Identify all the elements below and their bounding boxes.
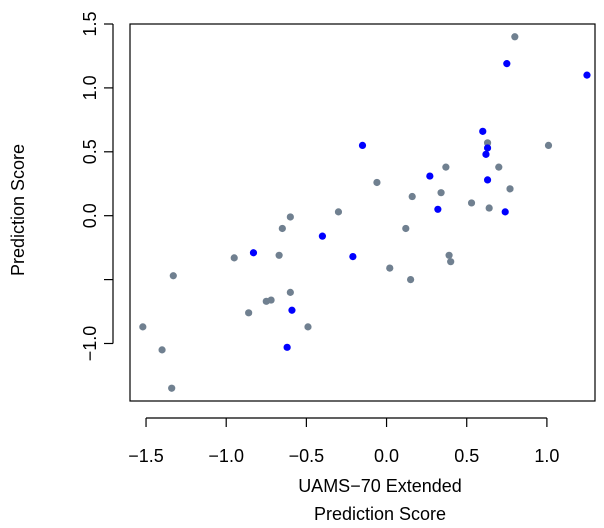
blue-point [482,150,490,158]
grey-point [286,288,294,296]
y-tick-label: 1.0 [80,75,100,100]
grey-point [442,163,450,171]
grey-point [245,309,253,317]
x-axis: −1.5 −1.0 −0.5 0.0 0.5 1.0 [128,417,559,466]
grey-point [158,346,166,354]
grey-point [483,139,492,147]
grey-point [407,275,415,284]
blue-point [483,144,492,152]
blue-point [434,205,442,213]
blue-point [583,71,591,79]
grey-point [402,224,410,233]
blue-point [288,306,296,314]
blue-point [479,127,487,135]
grey-point [495,163,503,171]
blue-point [426,172,434,180]
x-tick-label: −1.0 [208,446,244,466]
blue-point [283,343,291,351]
grey-point [408,192,416,201]
x-tick-label: −1.5 [128,446,164,466]
grey-point [445,251,453,259]
y-axis-title: Prediction Score [8,144,28,276]
grey-point [447,258,455,266]
x-tick-label: 1.0 [534,446,559,466]
x-tick-label: 0.0 [374,446,399,466]
y-tick-label: 0.5 [80,139,100,164]
grey-point [275,251,283,259]
blue-point [358,141,367,150]
y-tick-label: 0.0 [80,203,100,228]
plot-frame [129,23,596,402]
grey-point [262,297,270,305]
blue-point [249,249,258,257]
blue-point [483,176,492,184]
grey-point [506,185,514,193]
grey-point [278,224,286,233]
y-tick-label: 1.5 [80,11,100,36]
x-tick-label: 0.5 [454,446,479,466]
grey-point [511,33,519,41]
x-axis-title-line2: Prediction Score [314,504,446,524]
blue-point [501,208,509,216]
grey-point [373,178,381,187]
grey-point [230,254,238,262]
grey-point [286,213,294,221]
grey-point [386,264,394,272]
data-points [139,33,591,392]
x-axis-title-line1: UAMS−70 Extended [298,476,462,496]
grey-point [334,208,343,216]
x-tick-label: −0.5 [289,446,325,466]
grey-point [304,323,312,331]
grey-point [139,323,147,331]
grey-point [485,204,493,212]
grey-point [168,384,176,392]
y-axis: −1.0 0.0 0.5 1.0 1.5 [80,11,114,362]
y-tick-label: −1.0 [80,326,100,362]
grey-point [437,189,445,197]
blue-point [318,232,327,240]
grey-point [169,272,177,280]
blue-point [503,60,511,68]
blue-point [349,252,357,261]
grey-point [467,199,476,207]
grey-point [544,141,553,150]
